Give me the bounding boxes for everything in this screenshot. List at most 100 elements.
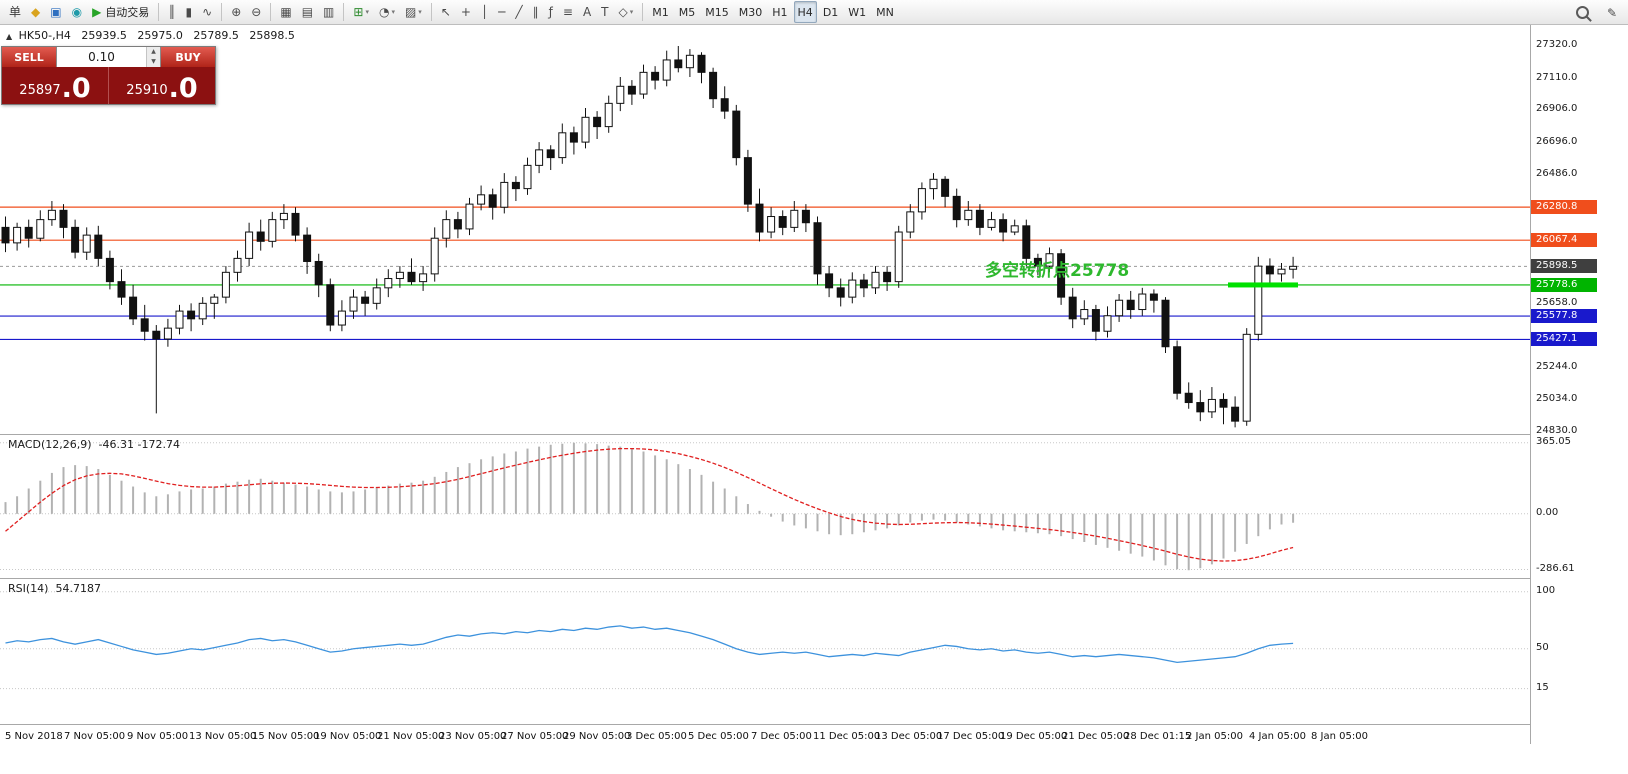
buy-price-prefix: 25910 [126, 83, 168, 98]
text-label-icon[interactable]: T [601, 5, 609, 19]
volume-field[interactable]: 0.10 ▲ ▼ [56, 47, 161, 67]
volume-increase-button[interactable]: ▲ [147, 47, 160, 57]
price-divider [108, 67, 109, 104]
buy-button[interactable]: BUY [161, 47, 215, 67]
price-axis-label: 24830.0 [1536, 425, 1578, 436]
level-price-box: 25427.1 [1531, 332, 1597, 347]
tf-h4-button[interactable]: H4 [793, 1, 817, 23]
zoom-in-icon[interactable]: ⊕ [231, 5, 242, 19]
indicators-icon[interactable]: ⊞ ▾ [353, 5, 369, 19]
macd-axis-label: 0.00 [1536, 506, 1559, 518]
time-axis-label: 4 Jan 05:00 [1249, 731, 1306, 742]
toolbar-right: ✎ [1571, 0, 1622, 25]
sell-price[interactable]: 25897.0 [2, 67, 108, 104]
open-value: 25939.5 [81, 29, 127, 42]
time-axis-label: 15 Nov 05:00 [252, 731, 320, 742]
low-value: 25789.5 [193, 29, 239, 42]
market-watch-icon[interactable]: ▣ [50, 5, 62, 19]
new-order-icon[interactable]: 单 [9, 5, 22, 19]
chart-ohlc-info: ▲ HK50-,H4 25939.5 25975.0 25789.5 25898… [6, 29, 302, 42]
level-price-box: 25778.6 [1531, 277, 1597, 292]
price-axis-label: 25034.0 [1536, 393, 1578, 405]
shapes-icon-dropdown[interactable]: ▾ [629, 8, 634, 16]
toolbar-separator [642, 3, 644, 21]
time-axis-label: 27 Nov 05:00 [501, 731, 569, 742]
time-axis-label: 21 Dec 05:00 [1062, 731, 1130, 742]
volume-steppers: ▲ ▼ [146, 47, 160, 67]
time-axis-label: 11 Dec 05:00 [813, 731, 881, 742]
horizontal-line-icon[interactable]: ─ [498, 5, 506, 19]
tf-w1-button[interactable]: W1 [848, 5, 867, 19]
collapse-icon[interactable]: ▲ [6, 32, 13, 41]
rsi-panel-canvas[interactable] [0, 578, 1530, 724]
main-chart-canvas[interactable]: 多空转折点25778 [0, 38, 1530, 434]
rsi-panel-separator[interactable] [0, 578, 1628, 579]
tf-mn-button[interactable]: MN [876, 5, 894, 19]
channel-icon[interactable]: ∥ [532, 5, 539, 19]
tf-m1-button[interactable]: M1 [652, 5, 669, 19]
cascade-icon[interactable]: ▥ [323, 5, 335, 19]
tf-h1-button[interactable]: H1 [772, 5, 788, 19]
toolbar-separator [430, 3, 432, 21]
zoom-out-icon[interactable]: ⊖ [251, 5, 262, 19]
tf-d1-button[interactable]: D1 [822, 5, 839, 19]
periods-icon-dropdown[interactable]: ▾ [391, 8, 395, 16]
tf-m30-button[interactable]: M30 [738, 5, 763, 19]
autotrading-button[interactable]: ▶ 自动交易 [92, 5, 150, 19]
time-axis-label: 8 Jan 05:00 [1311, 731, 1368, 742]
indicators-icon-dropdown[interactable]: ▾ [365, 8, 369, 16]
rsi-axis-label: 100 [1536, 584, 1556, 596]
periods-icon[interactable]: ◔ ▾ [378, 5, 395, 19]
time-axis-label: 28 Dec 01:15 [1124, 731, 1192, 742]
close-value: 25898.5 [249, 29, 295, 42]
cursor-icon[interactable]: ↖ [440, 5, 451, 19]
price-axis[interactable]: 27320.0 27110.0 26906.0 26696.0 26486.0 25658… [1530, 25, 1628, 744]
macd-values: -46.31 -172.74 [98, 438, 180, 451]
shapes-icon[interactable]: ◇ ▾ [618, 5, 634, 19]
volume-decrease-button[interactable]: ▼ [147, 57, 160, 67]
line-chart-icon[interactable]: ∿ [202, 5, 213, 19]
tile-windows-icon[interactable]: ▦ [280, 5, 292, 19]
rsi-axis-label: 50 [1536, 641, 1549, 653]
macd-panel-canvas[interactable] [0, 434, 1530, 578]
time-axis-label: 7 Nov 05:00 [64, 731, 126, 742]
data-window-icon[interactable]: ◉ [71, 5, 83, 19]
buy-price[interactable]: 25910.0 [109, 67, 215, 104]
sell-button[interactable]: SELL [2, 47, 56, 67]
time-axis-label: 13 Nov 05:00 [189, 731, 257, 742]
rsi-label: RSI(14) [8, 582, 49, 595]
price-axis-label: 25658.0 [1536, 296, 1578, 308]
bar-chart-icon[interactable]: ║ [168, 5, 176, 19]
charts-icon[interactable]: ◆ [31, 5, 41, 19]
price-axis-label: 26486.0 [1536, 168, 1578, 180]
templates-icon[interactable]: ▨ ▾ [404, 5, 422, 19]
auto-arrange-icon[interactable]: ▤ [301, 5, 314, 19]
time-axis-label: 19 Nov 05:00 [314, 731, 382, 742]
fibonacci-icon[interactable]: ƒ [548, 5, 553, 19]
macd-panel-separator[interactable] [0, 434, 1628, 435]
sell-price-big: .0 [61, 73, 91, 104]
macd-title: MACD(12,26,9) -46.31 -172.74 [8, 438, 180, 451]
new-chart-icon[interactable]: ✎ [1606, 5, 1617, 20]
one-click-trading-panel: SELL 0.10 ▲ ▼ BUY 25897.0 25910.0 [1, 46, 216, 105]
volume-value[interactable]: 0.10 [88, 50, 115, 64]
search-icon[interactable] [1572, 2, 1593, 24]
levels-icon[interactable]: ≡ [562, 5, 573, 19]
toolbar-separator [221, 3, 223, 21]
toolbar-separator [343, 3, 345, 21]
time-axis[interactable]: 5 Nov 2018 7 Nov 05:00 9 Nov 05:00 13 Nov 0… [0, 725, 1628, 774]
high-value: 25975.0 [137, 29, 183, 42]
vertical-line-icon[interactable]: │ [480, 5, 489, 19]
tf-m5-button[interactable]: M5 [678, 5, 696, 19]
text-icon[interactable]: A [582, 5, 592, 19]
crosshair-icon[interactable]: + [460, 5, 471, 19]
time-axis-label: 29 Nov 05:00 [563, 731, 631, 742]
templates-icon-dropdown[interactable]: ▾ [418, 8, 422, 16]
time-axis-label: 19 Dec 05:00 [1000, 731, 1068, 742]
tf-m15-button[interactable]: M15 [705, 5, 729, 19]
candlestick-chart-icon[interactable]: ▮ [185, 5, 193, 19]
time-axis-label: 9 Nov 05:00 [127, 731, 189, 742]
annotation-text: 多空转折点25778 [985, 260, 1129, 281]
trendline-icon[interactable]: ╱ [515, 5, 523, 19]
rsi-axis-label: 15 [1536, 681, 1549, 693]
